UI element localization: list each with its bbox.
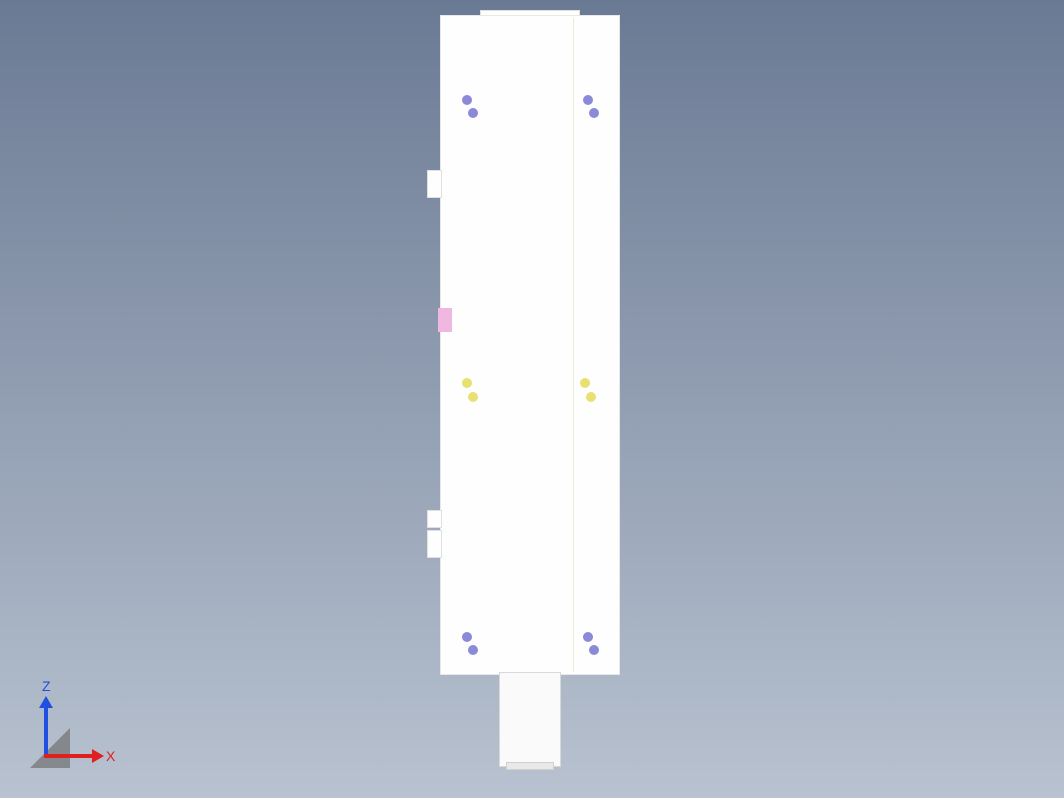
- model-side-tab-2: [427, 510, 442, 528]
- model-side-tab-3: [427, 530, 442, 558]
- alignment-hole-1: [462, 378, 472, 388]
- model-seam-line: [573, 18, 574, 672]
- z-axis-arrowhead-icon: [39, 696, 53, 708]
- mounting-hole-bottom-4: [589, 645, 599, 655]
- x-axis-arrow: [44, 754, 94, 758]
- mounting-hole-bottom-2: [583, 632, 593, 642]
- cad-viewport[interactable]: Z X: [0, 0, 1064, 798]
- model-pink-feature: [438, 308, 452, 332]
- mounting-hole-top-1: [462, 95, 472, 105]
- mounting-hole-top-3: [468, 108, 478, 118]
- alignment-hole-2: [580, 378, 590, 388]
- z-axis-label: Z: [42, 678, 51, 694]
- model-container[interactable]: [0, 0, 1064, 798]
- mounting-hole-bottom-3: [468, 645, 478, 655]
- x-axis-arrowhead-icon: [92, 749, 104, 763]
- x-axis-label: X: [106, 748, 115, 764]
- model-side-tab-1: [427, 170, 442, 198]
- z-axis-arrow: [44, 706, 48, 756]
- mounting-hole-bottom-1: [462, 632, 472, 642]
- model-shaft-notch: [506, 762, 554, 770]
- alignment-hole-4: [586, 392, 596, 402]
- model-shaft: [499, 672, 561, 767]
- axis-indicator[interactable]: Z X: [30, 688, 110, 768]
- mounting-hole-top-4: [589, 108, 599, 118]
- alignment-hole-3: [468, 392, 478, 402]
- axis-origin-icon: [30, 728, 70, 768]
- mounting-hole-top-2: [583, 95, 593, 105]
